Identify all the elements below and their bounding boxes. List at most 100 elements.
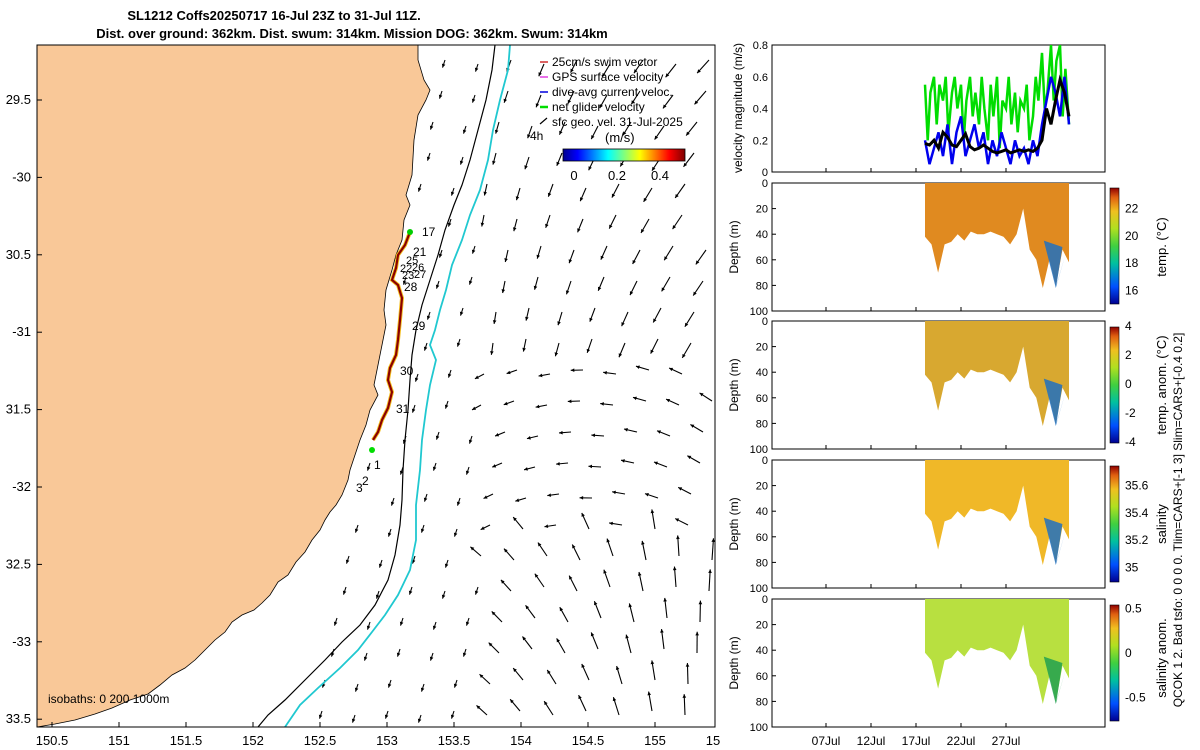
velocity-arrow-head: [657, 430, 661, 434]
velocity-arrow-head: [471, 98, 476, 103]
velocity-arrow-head: [444, 404, 449, 409]
depth-tick: 60: [756, 393, 768, 405]
colorbar-tick: 0.2: [608, 168, 626, 183]
velocity-arrow-head: [556, 461, 560, 466]
velocity-arrow-head: [534, 573, 539, 578]
velocity-arrow-head: [643, 197, 648, 202]
velocity-arrow-head: [654, 135, 659, 140]
velocity-arrow-head: [459, 311, 464, 316]
velocity-arrow-head: [480, 526, 485, 530]
velocity-arrow-head: [483, 191, 488, 196]
depth-tick: 40: [756, 645, 768, 657]
depth-tick: 100: [750, 583, 768, 595]
colorbar-tick: 20: [1125, 229, 1139, 243]
velocity-arrow-head: [625, 634, 629, 639]
depth-tick: 0: [762, 455, 768, 467]
velocity-arrow-head: [387, 683, 392, 688]
velocity-arrow-head: [556, 638, 560, 643]
velocity-arrow-head: [629, 291, 634, 296]
velocity-arrow-head: [570, 368, 575, 373]
velocity-arrow-head: [678, 487, 683, 491]
velocity-arrow-head: [559, 430, 563, 435]
map-y-tick: 32.5: [6, 556, 31, 571]
isobaths-label: isobaths: 0 200 1000m: [48, 692, 169, 706]
velocity-arrow-head: [527, 134, 531, 139]
velocity-arrow-head: [693, 291, 697, 296]
velocity-arrow-head: [533, 285, 538, 290]
velocity-arrow-head: [711, 538, 715, 542]
map-x-axis: 150.5 151 151.5 152 152.5 153 153.5 154 154.5 155…: [36, 722, 720, 748]
legend-gps: GPS surface velocity: [552, 70, 663, 84]
velocity-arrow-head: [618, 353, 623, 358]
temperature-panel: 0 20 40 60 80 100 Depth (m) 16 18 20 22 temp. (°…: [727, 178, 1169, 318]
velocity-arrow-head: [474, 67, 479, 72]
day-label: 30: [400, 364, 414, 378]
velocity-arrow-head: [600, 402, 604, 406]
map-y-tick: -31: [12, 324, 31, 339]
velocity-arrow-head: [501, 289, 506, 294]
temp-anomaly-panel: 0 20 40 60 80 100 Depth (m) -4 -2 0 2 4 temp. ano…: [727, 316, 1169, 456]
velocity-arrow-head: [492, 320, 497, 324]
velocity-arrow-head: [609, 224, 613, 229]
velocity-arrow-head: [535, 103, 540, 108]
velocity-arrow-head: [432, 466, 437, 471]
velocity-arrow-head: [572, 544, 576, 549]
velocity-arrow-head: [480, 222, 485, 227]
day-labels: 17 21 25 26 27 22 23 28 29 30 31 1 2 3: [356, 225, 436, 495]
velocity-arrow-head: [435, 435, 440, 440]
temp-anomaly-colorbar-ticks: -4 -2 0 2 4: [1125, 319, 1136, 449]
velocity-arrow-head: [591, 135, 595, 140]
velocity-arrow-head: [538, 373, 543, 378]
colorbar-tick: 16: [1125, 283, 1139, 297]
colorbar-tick: 35: [1125, 560, 1139, 574]
velocity-arrow-head: [408, 590, 413, 595]
temperature-ylabel: Depth (m): [727, 220, 741, 273]
colorbar-tick: 0: [1125, 377, 1132, 391]
velocity-arrow-head: [474, 375, 479, 379]
map-x-tick: 154.5: [572, 733, 605, 748]
velocity-arrow-head: [429, 125, 434, 130]
velocity-line-black: [924, 74, 1071, 155]
velocity-arrow-head: [444, 563, 449, 568]
velocity-arrow-head: [624, 428, 628, 432]
depth-tick: 20: [756, 204, 768, 216]
velocity-arrow-head: [557, 321, 561, 326]
velocity-arrow-head: [628, 603, 633, 608]
colorbar-tick: 35.2: [1125, 533, 1149, 547]
depth-tick: 20: [756, 342, 768, 354]
velocity-arrow-head: [669, 367, 674, 372]
velocity-arrow-head: [345, 559, 350, 564]
velocity-arrow-head: [450, 714, 455, 719]
temp-anomaly-section: [925, 321, 1069, 426]
velocity-arrow-head: [685, 663, 690, 667]
velocity-arrow-head: [462, 652, 467, 657]
depth-tick: 40: [756, 367, 768, 379]
deep-water-streak: [1043, 656, 1066, 704]
velocity-arrow-head: [453, 683, 458, 688]
salinity-anomaly-colorbar-ticks: -0.5 0 0.5: [1125, 601, 1146, 704]
velocity-arrow-head: [515, 196, 520, 201]
velocity-arrow-head: [653, 318, 657, 323]
velocity-arrow-head: [479, 674, 484, 678]
velocity-arrow-head: [435, 284, 440, 289]
velocity-arrow-head: [565, 290, 570, 295]
depth-tick: 100: [750, 444, 768, 456]
map-y-tick: -32: [12, 479, 31, 494]
velocity-arrow-head: [396, 652, 401, 657]
velocity-arrow-head: [611, 193, 616, 198]
velocity-arrow-head: [438, 94, 443, 99]
velocity-arrow-head: [423, 346, 428, 351]
salinity-anomaly-cbar-label: salinity anom.: [1154, 618, 1169, 697]
velocity-arrow-head: [375, 594, 380, 599]
velocity-arrow-head: [637, 571, 642, 576]
velocity-arrow-head: [366, 466, 371, 471]
depth-tick: 20: [756, 481, 768, 493]
velocity-arrow-head: [468, 280, 473, 285]
map-x-tick: 151.5: [170, 733, 203, 748]
temperature-colorbar: [1109, 187, 1120, 305]
salinity-y-axis: 0 20 40 60 80 100: [750, 455, 776, 595]
depth-tick: 60: [756, 255, 768, 267]
velocity-arrow-head: [597, 286, 602, 291]
velocity-arrow-head: [568, 259, 573, 264]
deep-water-streak: [1043, 378, 1066, 426]
